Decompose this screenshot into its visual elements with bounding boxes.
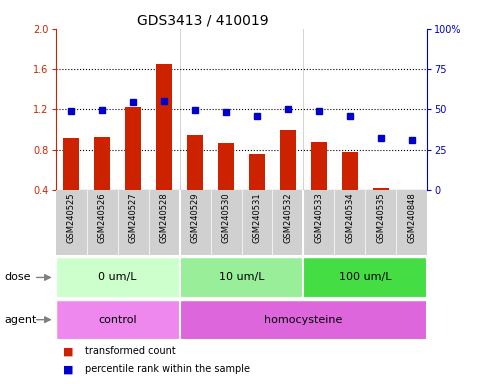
Text: GDS3413 / 410019: GDS3413 / 410019 <box>137 13 269 27</box>
Bar <box>303 257 427 298</box>
Text: GSM240848: GSM240848 <box>408 192 416 243</box>
Bar <box>56 257 180 298</box>
Bar <box>63 138 79 190</box>
Text: transformed count: transformed count <box>85 346 175 356</box>
Text: GSM240530: GSM240530 <box>222 192 230 243</box>
Text: GSM240525: GSM240525 <box>67 192 75 243</box>
Text: GSM240529: GSM240529 <box>190 192 199 243</box>
Text: GSM240528: GSM240528 <box>159 192 169 243</box>
Bar <box>342 152 358 190</box>
Text: GSM240535: GSM240535 <box>376 192 385 243</box>
Bar <box>56 300 180 340</box>
Text: 100 um/L: 100 um/L <box>339 272 392 283</box>
Text: GSM240532: GSM240532 <box>284 192 293 243</box>
Text: ■: ■ <box>63 346 73 356</box>
Bar <box>404 190 420 225</box>
Bar <box>94 137 110 190</box>
Bar <box>187 135 203 190</box>
Bar <box>373 188 389 190</box>
Text: GSM240526: GSM240526 <box>98 192 107 243</box>
Text: homocysteine: homocysteine <box>264 314 342 325</box>
Text: GSM240527: GSM240527 <box>128 192 138 243</box>
Bar <box>125 108 141 190</box>
Text: 0 um/L: 0 um/L <box>98 272 137 283</box>
Text: agent: agent <box>5 314 37 325</box>
Text: dose: dose <box>5 272 31 283</box>
Text: 10 um/L: 10 um/L <box>219 272 264 283</box>
Bar <box>280 129 296 190</box>
Text: GSM240533: GSM240533 <box>314 192 324 243</box>
Bar <box>218 143 234 190</box>
Text: ■: ■ <box>63 364 73 374</box>
Text: control: control <box>98 314 137 325</box>
Bar <box>311 142 327 190</box>
Bar <box>156 64 172 190</box>
Bar <box>249 154 265 190</box>
Text: GSM240531: GSM240531 <box>253 192 261 243</box>
Bar <box>180 257 303 298</box>
Bar <box>180 300 427 340</box>
Text: GSM240534: GSM240534 <box>345 192 355 243</box>
Text: percentile rank within the sample: percentile rank within the sample <box>85 364 250 374</box>
